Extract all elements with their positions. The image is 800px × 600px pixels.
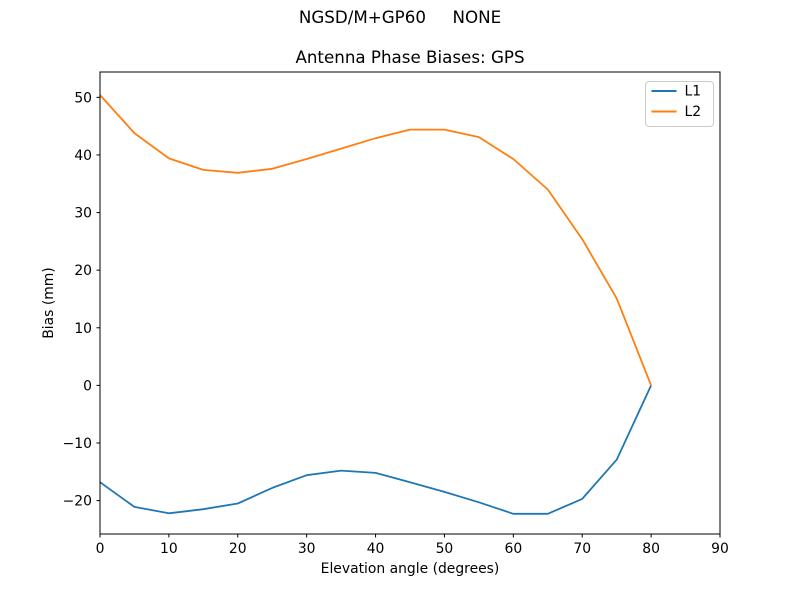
legend-label-l2: L2 xyxy=(685,104,702,120)
y-tick-label: 40 xyxy=(74,148,92,164)
x-tick-label: 50 xyxy=(436,541,454,557)
y-tick-label: 20 xyxy=(74,263,92,279)
series-line-l2 xyxy=(99,94,652,386)
x-tick-label: 0 xyxy=(96,541,105,557)
y-tick-label: −20 xyxy=(63,494,92,510)
y-tick-label: −10 xyxy=(63,436,92,452)
legend-label-l1: L1 xyxy=(685,84,702,100)
x-tick-label: 40 xyxy=(367,541,385,557)
x-tick-label: 20 xyxy=(229,541,247,557)
y-tick-label: 0 xyxy=(83,378,92,394)
x-tick-label: 80 xyxy=(642,541,660,557)
y-tick-label: 30 xyxy=(74,206,92,222)
series-line-l1 xyxy=(99,385,652,515)
x-tick-label: 70 xyxy=(573,541,591,557)
figure-suptitle: NGSD/M+GP60 NONE xyxy=(298,7,502,27)
y-axis-label: Bias (mm) xyxy=(41,267,57,339)
x-tick-label: 10 xyxy=(160,541,178,557)
x-tick-label: 60 xyxy=(504,541,522,557)
x-axis-label: Elevation angle (degrees) xyxy=(320,561,500,577)
legend-box xyxy=(645,81,714,127)
plot-frame xyxy=(99,71,721,535)
y-tick-label: 50 xyxy=(74,90,92,106)
x-tick-label: 90 xyxy=(711,541,729,557)
x-tick-label: 30 xyxy=(298,541,316,557)
y-tick-label: 10 xyxy=(74,321,92,337)
axes-title: Antenna Phase Biases: GPS xyxy=(295,47,525,67)
